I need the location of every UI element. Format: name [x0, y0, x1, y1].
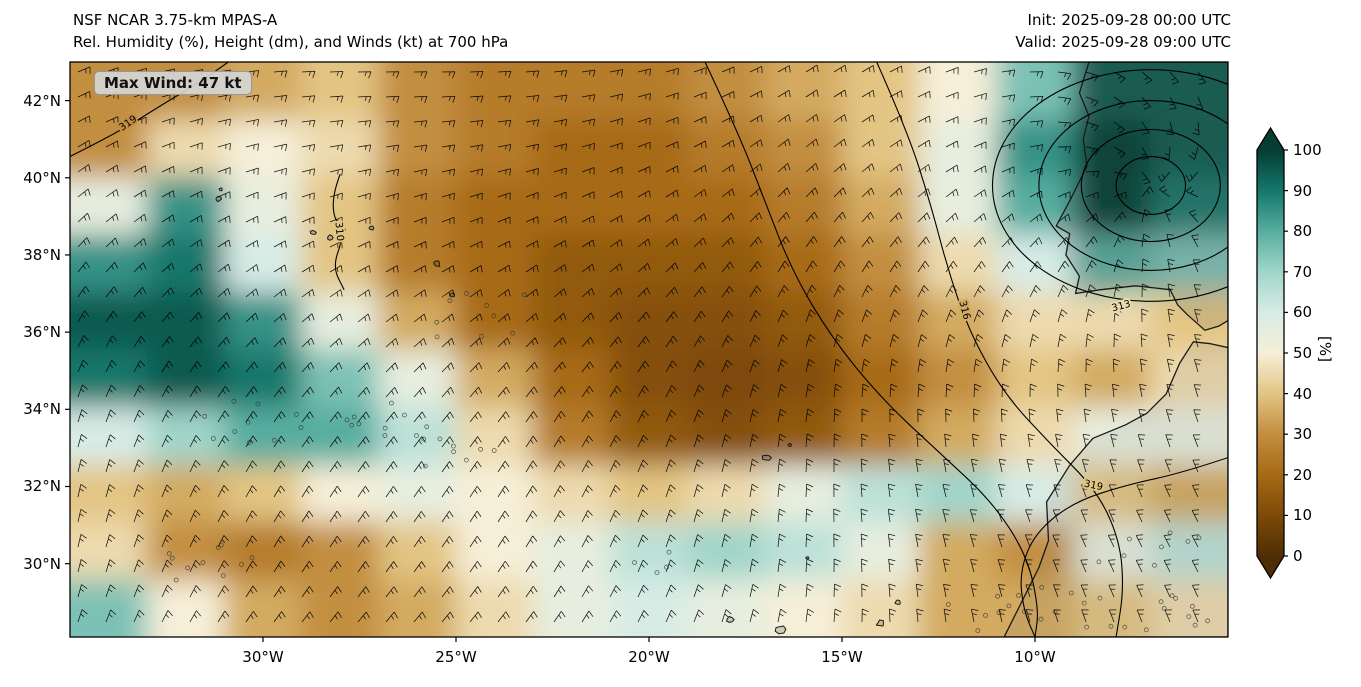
y-axis-tick-label: 38°N — [23, 245, 61, 264]
colorbar-top-arrow — [1257, 128, 1284, 150]
island-savage-is — [805, 556, 810, 560]
colorbar-tick-label: 0 — [1293, 547, 1303, 565]
island-porto-santo — [787, 443, 792, 447]
island-lanzarote — [894, 599, 901, 605]
valid-time: Valid: 2025-09-28 09:00 UTC — [1015, 33, 1231, 51]
map-frame — [69, 61, 1229, 638]
coast-morocco — [1003, 341, 1228, 637]
colorbar-unit-label: [%] — [1315, 336, 1334, 362]
colorbar-gradient — [1257, 150, 1284, 556]
x-axis-tick-label: 25°W — [435, 648, 477, 666]
wind-barbs — [77, 64, 1207, 623]
x-axis-tick-label: 20°W — [628, 648, 670, 666]
colorbar-tick-label: 70 — [1293, 262, 1313, 281]
colorbar-tick-label: 50 — [1293, 344, 1313, 362]
colorbar-tick-label: 40 — [1293, 384, 1313, 403]
y-axis-tick-label: 32°N — [23, 477, 61, 496]
x-axis-tick-label: 15°W — [821, 648, 863, 666]
coast-iberia — [1055, 62, 1228, 331]
colorbar-tick-label: 80 — [1293, 222, 1313, 241]
island-fuerteventura — [875, 619, 884, 627]
model-title: NSF NCAR 3.75-km MPAS-A — [73, 11, 278, 29]
y-axis-tick-label: 30°N — [23, 554, 61, 573]
y-axis-tick-label: 36°N — [23, 323, 61, 342]
colorbar-ticks — [1284, 149, 1288, 557]
island-tenerife — [774, 625, 787, 635]
y-axis-tick-label: 42°N — [23, 91, 61, 110]
stipple-dots — [166, 290, 1210, 633]
island-faial — [309, 230, 317, 235]
y-axis-tick-label: 40°N — [23, 168, 61, 187]
height-contours — [70, 62, 1228, 637]
title-block: NSF NCAR 3.75-km MPAS-A Rel. Humidity (%… — [73, 9, 508, 53]
time-block: Init: 2025-09-28 00:00 UTC Valid: 2025-0… — [1015, 9, 1231, 53]
island-madeira — [761, 454, 772, 461]
colorbar-tick-label: 60 — [1293, 303, 1313, 322]
max-wind-annotation: Max Wind: 47 kt — [94, 71, 252, 95]
colorbar-tick-label: 100 — [1293, 141, 1322, 159]
colorbar-bottom-arrow — [1257, 556, 1284, 578]
island-la-palma — [726, 616, 735, 623]
colorbar-tick-label: 20 — [1293, 465, 1313, 484]
island-sao-miguel — [433, 260, 441, 267]
island-flores — [215, 195, 222, 203]
axis-ticks — [65, 99, 1036, 642]
x-axis-tick-label: 30°W — [242, 648, 284, 666]
x-axis-tick-label: 10°W — [1014, 648, 1056, 666]
colorbar-tick-label: 90 — [1293, 181, 1313, 200]
init-time: Init: 2025-09-28 00:00 UTC — [1027, 11, 1231, 29]
coastline-layer — [215, 62, 1228, 637]
island-corvo — [218, 187, 223, 192]
svg-text:310: 310 — [332, 222, 345, 242]
colorbar-tick-label: 30 — [1293, 425, 1313, 444]
island-terceira — [368, 225, 375, 231]
y-axis-tick-label: 34°N — [23, 400, 61, 419]
field-title: Rel. Humidity (%), Height (dm), and Wind… — [73, 33, 509, 51]
colorbar-tick-label: 10 — [1293, 506, 1313, 525]
island-pico — [327, 234, 334, 241]
